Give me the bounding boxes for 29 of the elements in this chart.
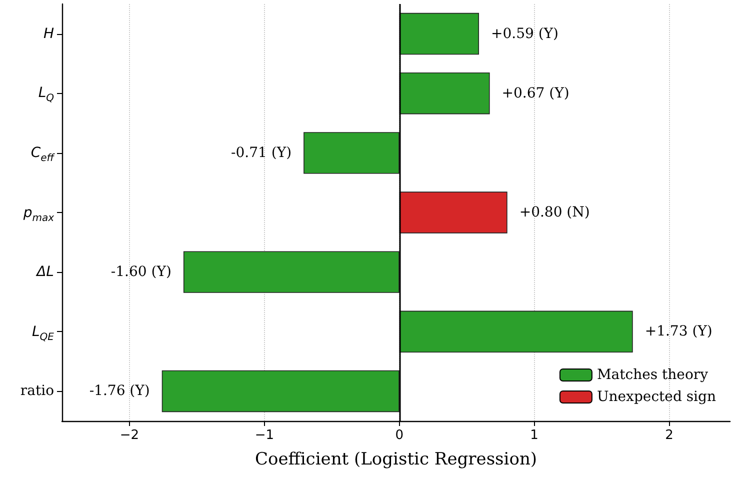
data-label: -1.76 (Y) bbox=[89, 383, 150, 400]
bar bbox=[399, 72, 490, 114]
x-tick-label: 2 bbox=[665, 428, 674, 443]
bar bbox=[399, 192, 508, 234]
data-label: +1.73 (Y) bbox=[644, 324, 712, 340]
y-tick-label: ratio bbox=[20, 382, 54, 402]
data-label: +0.59 (Y) bbox=[490, 26, 559, 42]
legend-label: Matches theory bbox=[596, 367, 708, 383]
bar bbox=[162, 370, 400, 412]
x-axis-title: Coefficient (Logistic Regression) bbox=[254, 450, 538, 470]
bar bbox=[399, 12, 479, 55]
data-label: -1.60 (Y) bbox=[110, 264, 172, 280]
y-tick-label: H bbox=[43, 24, 54, 44]
x-tick-label: −1 bbox=[254, 428, 274, 443]
y-tick-label: C$_{eff}$ bbox=[30, 144, 54, 164]
legend-label: Unexpected sign bbox=[596, 389, 716, 405]
y-tick-label: ΔL bbox=[36, 263, 54, 282]
x-tick-label: 0 bbox=[395, 428, 404, 443]
y-tick-label: L$_{Q}$ bbox=[38, 84, 54, 104]
x-tick-label: −2 bbox=[120, 428, 140, 443]
data-label: +0.80 (N) bbox=[519, 204, 590, 220]
data-label: +0.67 (Y) bbox=[502, 85, 570, 102]
y-tick-label: p$_{max}$ bbox=[23, 204, 54, 224]
bar bbox=[304, 132, 400, 174]
bar bbox=[183, 251, 400, 293]
bar bbox=[399, 310, 633, 352]
data-label: -0.71 (Y) bbox=[231, 144, 292, 161]
x-tick-label: 1 bbox=[530, 428, 538, 443]
y-tick-label: L$_{QE}$ bbox=[32, 322, 54, 342]
